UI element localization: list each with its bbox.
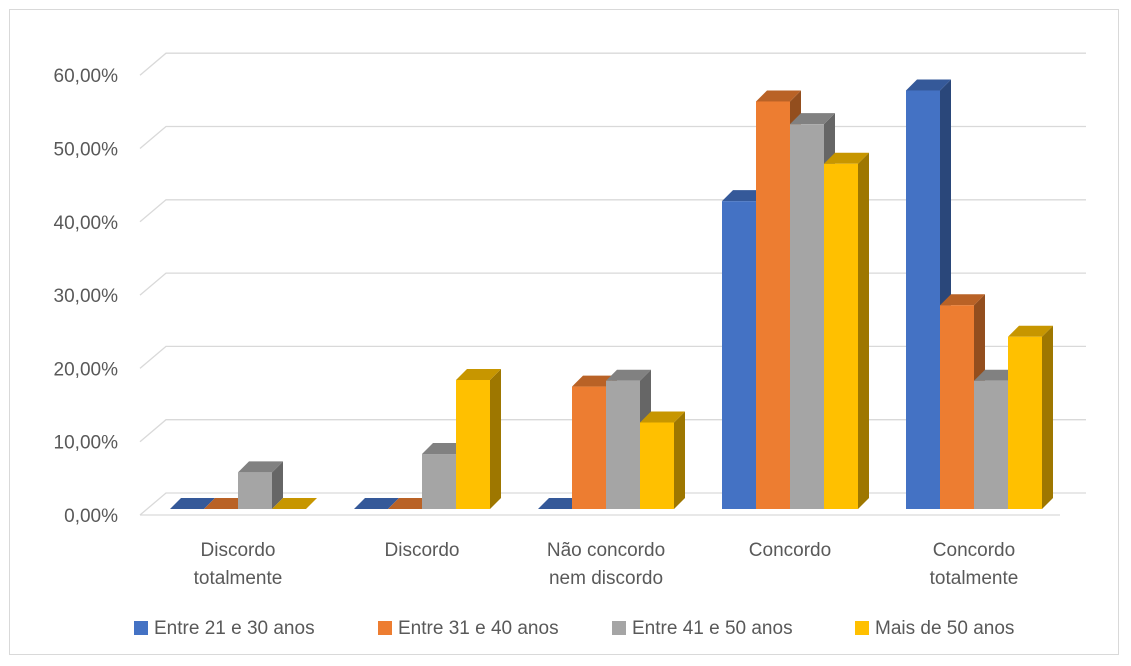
y-tick-label: 40,00% xyxy=(54,213,119,234)
y-tick-label: 50,00% xyxy=(54,140,119,161)
legend-label: Entre 31 e 40 anos xyxy=(398,618,559,639)
y-tick-label: 0,00% xyxy=(64,506,118,527)
legend-swatch xyxy=(855,621,869,635)
y-axis-tick-labels: 0,00% 10,00% 20,00% 30,00% 40,00% 50,00% 60,00… xyxy=(54,66,119,527)
bar xyxy=(354,498,399,509)
x-category-label: Discordo totalmente xyxy=(194,540,283,589)
bar xyxy=(824,152,869,509)
legend-label: Entre 21 e 30 anos xyxy=(154,618,315,639)
y-tick-label: 60,00% xyxy=(54,66,119,87)
legend-item: Mais de 50 anos xyxy=(855,618,1014,639)
bar xyxy=(538,498,583,509)
legend-swatch xyxy=(134,621,148,635)
bar xyxy=(204,498,249,509)
legend-swatch xyxy=(612,621,626,635)
legend-item: Entre 21 e 30 anos xyxy=(134,618,315,639)
bars xyxy=(170,79,1053,510)
x-category-label: Discordo xyxy=(385,540,460,561)
bar xyxy=(170,498,215,509)
legend-item: Entre 41 e 50 anos xyxy=(612,618,793,639)
legend-label: Mais de 50 anos xyxy=(875,618,1014,639)
bar xyxy=(238,461,283,509)
legend: Entre 21 e 30 anos Entre 31 e 40 anos Entr… xyxy=(134,618,1014,639)
bar xyxy=(1008,325,1053,509)
x-category-label: Não concordo nem discordo xyxy=(547,540,665,589)
x-category-label: Concordo totalmente xyxy=(930,540,1019,589)
legend-swatch xyxy=(378,621,392,635)
bar xyxy=(640,411,685,509)
bar xyxy=(388,498,433,509)
x-axis-category-labels: Discordo totalmente Discordo Não concordo ne… xyxy=(194,540,1019,589)
bar xyxy=(272,498,317,509)
y-tick-label: 30,00% xyxy=(54,286,119,307)
y-tick-label: 10,00% xyxy=(54,433,119,454)
y-tick-label: 20,00% xyxy=(54,359,119,380)
legend-item: Entre 31 e 40 anos xyxy=(378,618,559,639)
bar xyxy=(940,294,985,509)
legend-label: Entre 41 e 50 anos xyxy=(632,618,793,639)
bar xyxy=(456,368,501,509)
gridline xyxy=(139,52,1086,76)
x-category-label: Concordo xyxy=(749,540,831,561)
